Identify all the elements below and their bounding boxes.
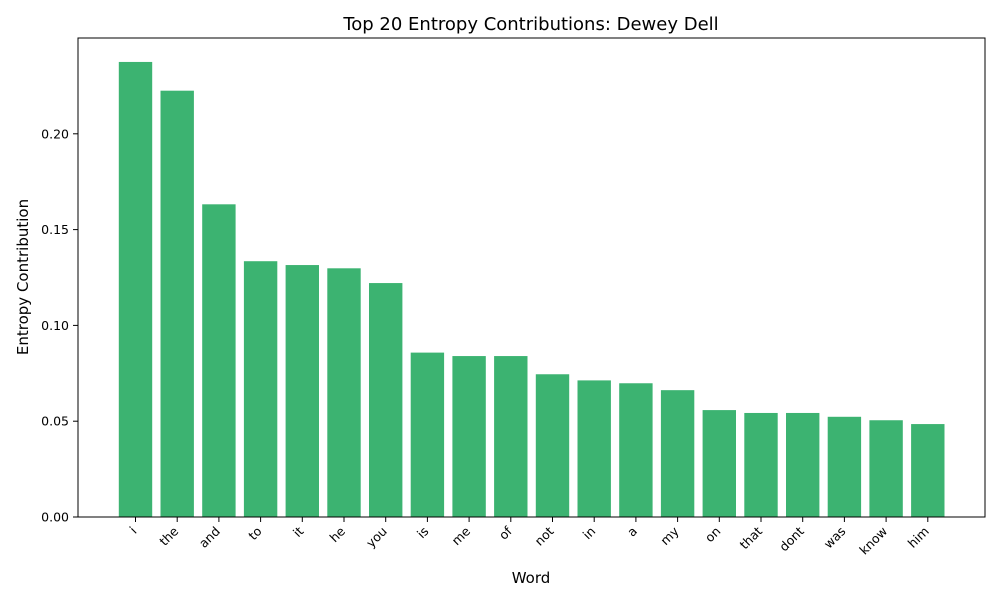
x-tick-label-it: it — [290, 523, 307, 540]
bar-is — [410, 352, 445, 517]
bar-to — [243, 261, 278, 517]
bar-not — [535, 374, 570, 517]
bar-he — [327, 268, 361, 517]
x-tick-label-on: on — [702, 524, 724, 546]
x-tick-label-dont: dont — [776, 523, 807, 554]
bar-was — [827, 416, 862, 517]
bar-on — [702, 410, 736, 517]
chart-title: Top 20 Entropy Contributions: Dewey Dell — [342, 14, 718, 35]
x-tick-label-me: me — [449, 523, 474, 548]
bar-a — [619, 383, 653, 517]
x-tick-label-he: he — [326, 523, 348, 545]
x-tick-label-of: of — [496, 523, 516, 543]
bar-dont — [786, 412, 820, 517]
bar-you — [369, 283, 403, 517]
x-tick-label-i: i — [127, 524, 140, 537]
y-tick-label-1: 0.05 — [41, 414, 69, 429]
bar-him — [911, 424, 945, 517]
x-tick-label-was: was — [821, 524, 849, 552]
y-tick-label-2: 0.10 — [41, 318, 69, 333]
y-tick-label-0: 0.00 — [41, 510, 69, 525]
y-axis-label: Entropy Contribution — [14, 199, 32, 355]
y-tick-label-3: 0.15 — [41, 222, 69, 237]
bar-in — [577, 380, 611, 517]
y-axis: 0.00 0.05 0.10 0.15 0.20 — [41, 126, 78, 525]
x-tick-label-that: that — [737, 523, 766, 552]
x-tick-label-is: is — [414, 524, 432, 542]
x-tick-label-him: him — [905, 524, 932, 551]
x-tick-label-my: my — [657, 523, 682, 548]
bar-me — [452, 356, 486, 517]
bar-and — [202, 204, 236, 517]
bar-my — [660, 390, 695, 517]
x-tick-label-you: you — [363, 524, 390, 551]
x-tick-label-to: to — [245, 524, 264, 543]
bar-of — [494, 356, 528, 517]
bar-it — [285, 265, 319, 517]
bar-know — [869, 420, 903, 517]
x-tick-label-a: a — [624, 524, 640, 540]
y-tick-label-4: 0.20 — [41, 126, 69, 141]
x-tick-label-not: not — [532, 523, 557, 548]
bar-the — [160, 90, 194, 517]
x-tick-label-in: in — [580, 524, 599, 543]
bar-i — [118, 61, 153, 517]
plot-frame — [77, 37, 986, 518]
x-axis-label: Word — [512, 569, 551, 587]
x-tick-label-and: and — [196, 524, 223, 551]
x-tick-label-the: the — [156, 523, 181, 548]
x-tick-label-know: know — [856, 524, 890, 558]
bars-group — [118, 61, 945, 517]
bar-that — [744, 412, 778, 517]
x-axis: i the and to it he you is me of not in a my on that dont… — [127, 517, 932, 557]
